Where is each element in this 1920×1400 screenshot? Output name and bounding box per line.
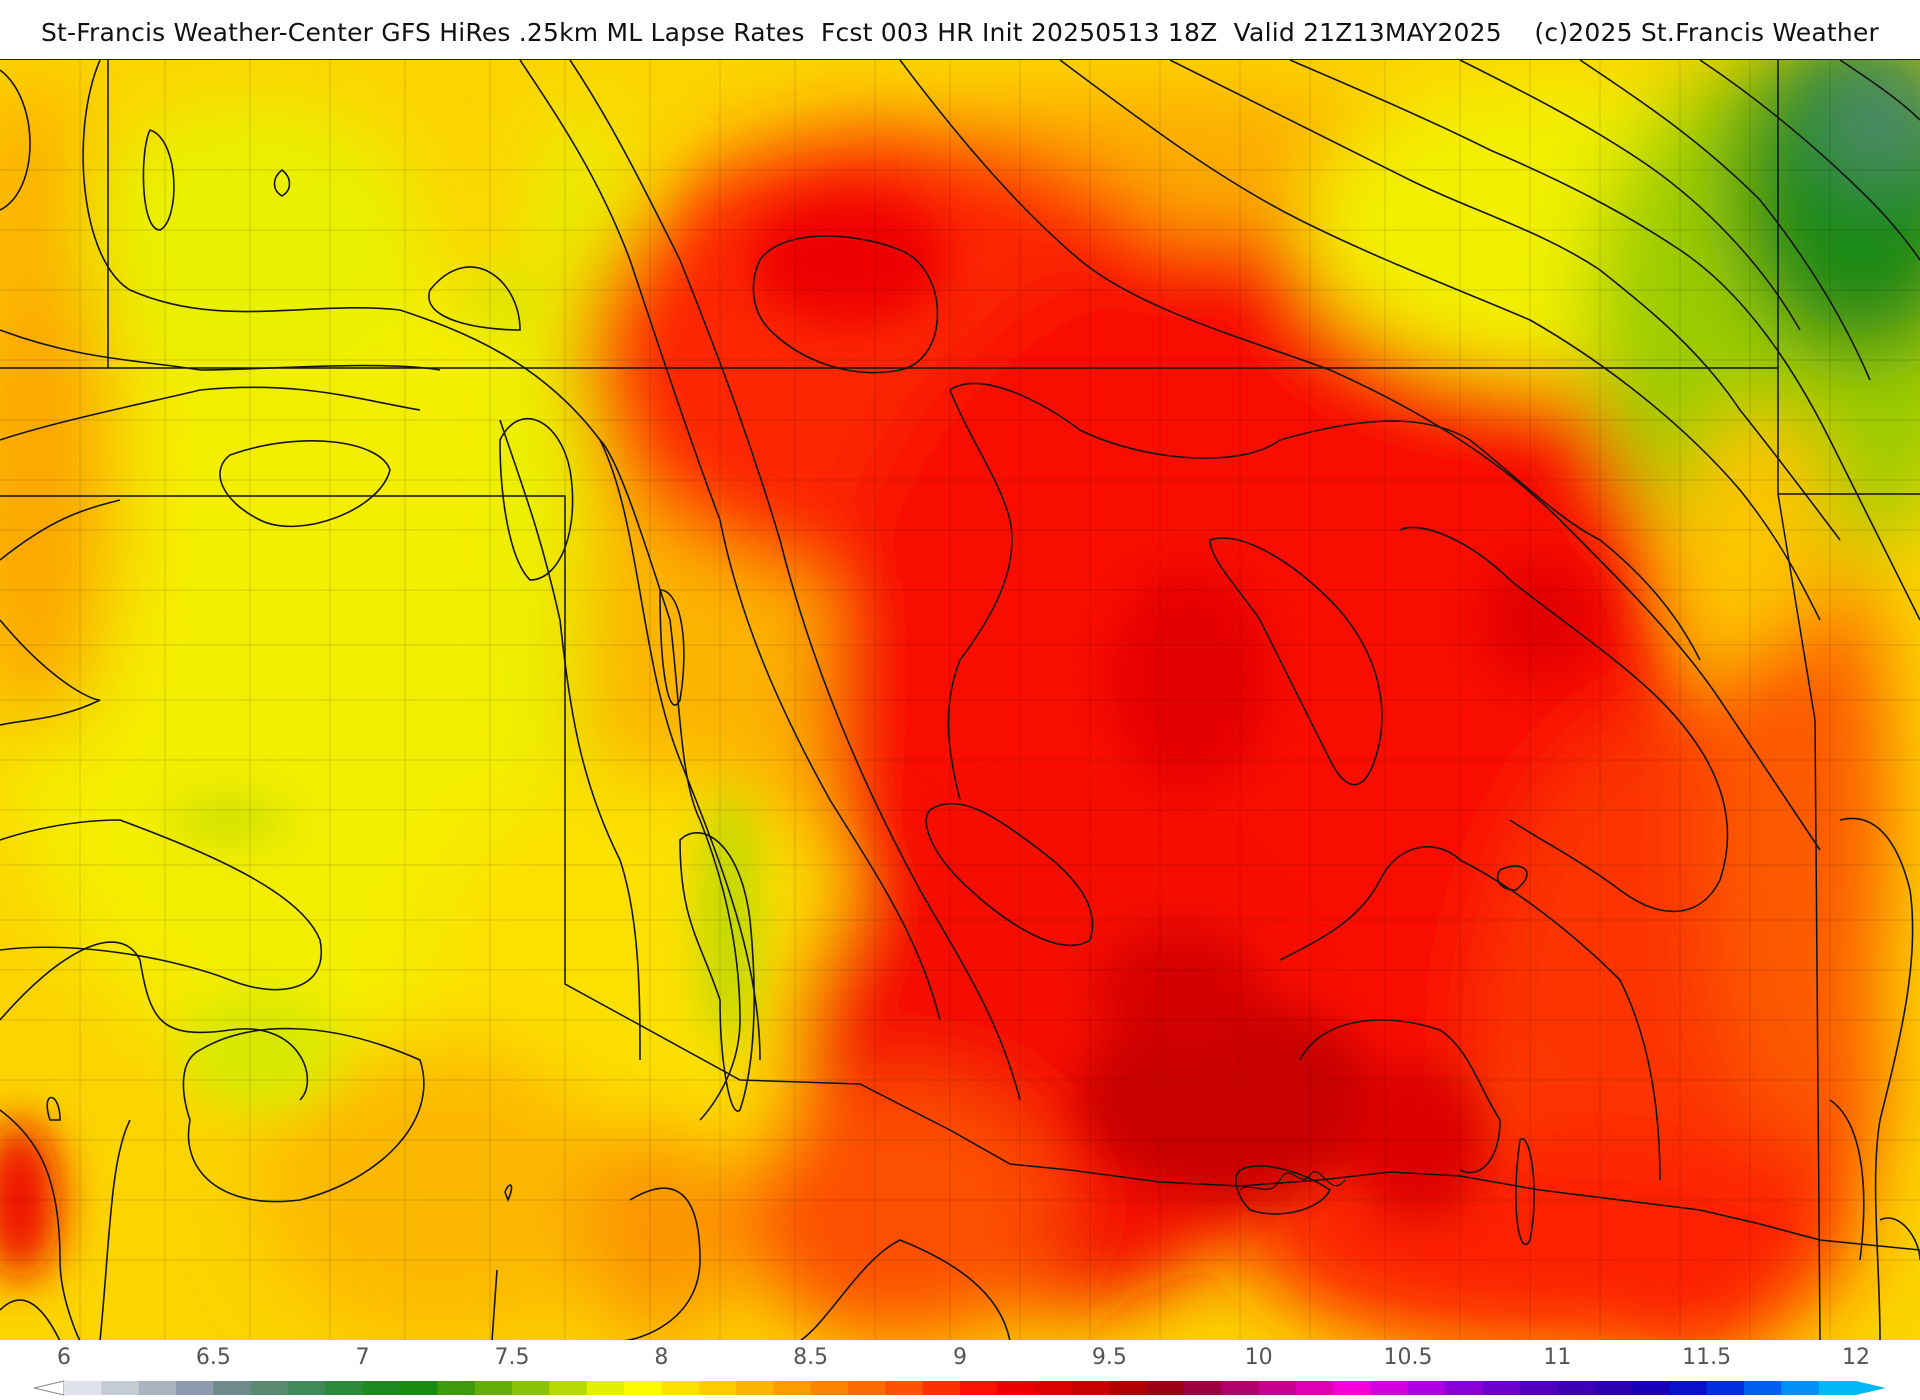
colorbar-swatch bbox=[922, 1381, 961, 1395]
state-borders bbox=[0, 60, 1920, 1341]
colorbar-swatch bbox=[1520, 1381, 1558, 1395]
color-scale: 6 6.5 7 7.5 8 8.5 9 9.5 10 10.5 11 11.5 12 bbox=[0, 1340, 1920, 1400]
colorbar-swatch bbox=[1632, 1381, 1670, 1395]
colorbar-swatch bbox=[1818, 1381, 1857, 1395]
scale-tick-label: 7 bbox=[355, 1345, 370, 1370]
colorbar-swatch bbox=[1109, 1381, 1148, 1395]
colorbar-swatch bbox=[400, 1381, 438, 1395]
colorbar-swatch bbox=[1482, 1381, 1521, 1395]
scale-tick-label: 11 bbox=[1543, 1345, 1572, 1370]
lapse-rate-map bbox=[0, 59, 1920, 1342]
colorbar-swatch bbox=[1445, 1381, 1484, 1395]
scale-tick-label: 9 bbox=[953, 1345, 967, 1370]
scale-tick-label: 10 bbox=[1244, 1345, 1273, 1370]
colorbar-swatch bbox=[1333, 1381, 1372, 1395]
colorbar-swatch bbox=[1781, 1381, 1820, 1395]
scale-tick-label: 7.5 bbox=[494, 1345, 530, 1370]
colorbar-swatch bbox=[997, 1381, 1036, 1395]
scale-ticks: 6 6.5 7 7.5 8 8.5 9 9.5 10 10.5 11 11.5 12 bbox=[0, 1340, 1920, 1376]
colorbar-swatch bbox=[1370, 1381, 1409, 1395]
map-field bbox=[0, 60, 1920, 1341]
contour-lines bbox=[0, 60, 1920, 1341]
colorbar-swatch bbox=[1258, 1381, 1297, 1395]
colorbar-swatch bbox=[250, 1381, 289, 1395]
colorbar-swatch bbox=[698, 1381, 737, 1395]
colorbar-swatch bbox=[773, 1381, 812, 1395]
lapse-rate-max-cores bbox=[0, 195, 1600, 1280]
scale-tick-label: 8 bbox=[654, 1345, 669, 1370]
colorbar-swatch bbox=[512, 1381, 550, 1395]
colorbar-swatch bbox=[848, 1381, 886, 1395]
colorbar-swatch bbox=[1296, 1381, 1334, 1395]
colorbar-swatch bbox=[1669, 1381, 1708, 1395]
colorbar-swatch bbox=[960, 1381, 998, 1395]
colorbar-swatch bbox=[1557, 1381, 1596, 1395]
colorbar-swatch bbox=[64, 1381, 102, 1395]
county-lines bbox=[0, 60, 1920, 1341]
colorbar-swatch bbox=[1594, 1381, 1633, 1395]
colorbar-swatch bbox=[1034, 1381, 1073, 1395]
colorbar-swatch bbox=[213, 1381, 252, 1395]
colorbar-swatch bbox=[1146, 1381, 1185, 1395]
colorbar-swatch bbox=[736, 1381, 774, 1395]
colorbar-swatch bbox=[288, 1381, 326, 1395]
map-title: St-Francis Weather-Center GFS HiRes .25k… bbox=[40, 18, 1880, 47]
colorbar-swatch bbox=[624, 1381, 662, 1395]
scale-tick-label: 11.5 bbox=[1682, 1345, 1732, 1370]
colorbar-swatch bbox=[138, 1381, 177, 1395]
scale-tick-label: 6.5 bbox=[195, 1345, 231, 1370]
colorbar-swatch bbox=[1408, 1381, 1446, 1395]
colorbar-swatch bbox=[810, 1381, 849, 1395]
colorbar-swatch bbox=[176, 1381, 214, 1395]
colorbar-swatch bbox=[1744, 1381, 1782, 1395]
colorbar-swatch bbox=[1221, 1381, 1260, 1395]
header: St-Francis Weather-Center GFS HiRes .25k… bbox=[0, 0, 1920, 60]
colorbar-swatch bbox=[885, 1381, 924, 1395]
colorbar-swatch bbox=[661, 1381, 700, 1395]
colorbar-swatch bbox=[1184, 1381, 1222, 1395]
colorbar-min-arrow bbox=[33, 1380, 65, 1396]
colorbar-swatch bbox=[101, 1381, 140, 1395]
scale-tick-label: 6 bbox=[57, 1345, 71, 1370]
colorbar-max-arrow bbox=[1856, 1381, 1886, 1395]
scale-tick-label: 9.5 bbox=[1091, 1345, 1127, 1370]
river-border bbox=[1239, 1171, 1346, 1191]
scale-tick-label: 12 bbox=[1842, 1345, 1870, 1370]
colorbar-swatch bbox=[1706, 1381, 1745, 1395]
colorbar-swatch bbox=[1072, 1381, 1110, 1395]
colorbar-swatch bbox=[362, 1381, 401, 1395]
colorbar-swatch bbox=[325, 1381, 364, 1395]
colorbar-swatch bbox=[549, 1381, 588, 1395]
colorbar-swatch bbox=[586, 1381, 625, 1395]
colorbar-swatch bbox=[474, 1381, 513, 1395]
colorbar-swatch bbox=[437, 1381, 476, 1395]
scale-tick-label: 8.5 bbox=[793, 1345, 829, 1370]
colorbar bbox=[33, 1380, 1886, 1396]
scale-tick-label: 10.5 bbox=[1383, 1345, 1433, 1370]
